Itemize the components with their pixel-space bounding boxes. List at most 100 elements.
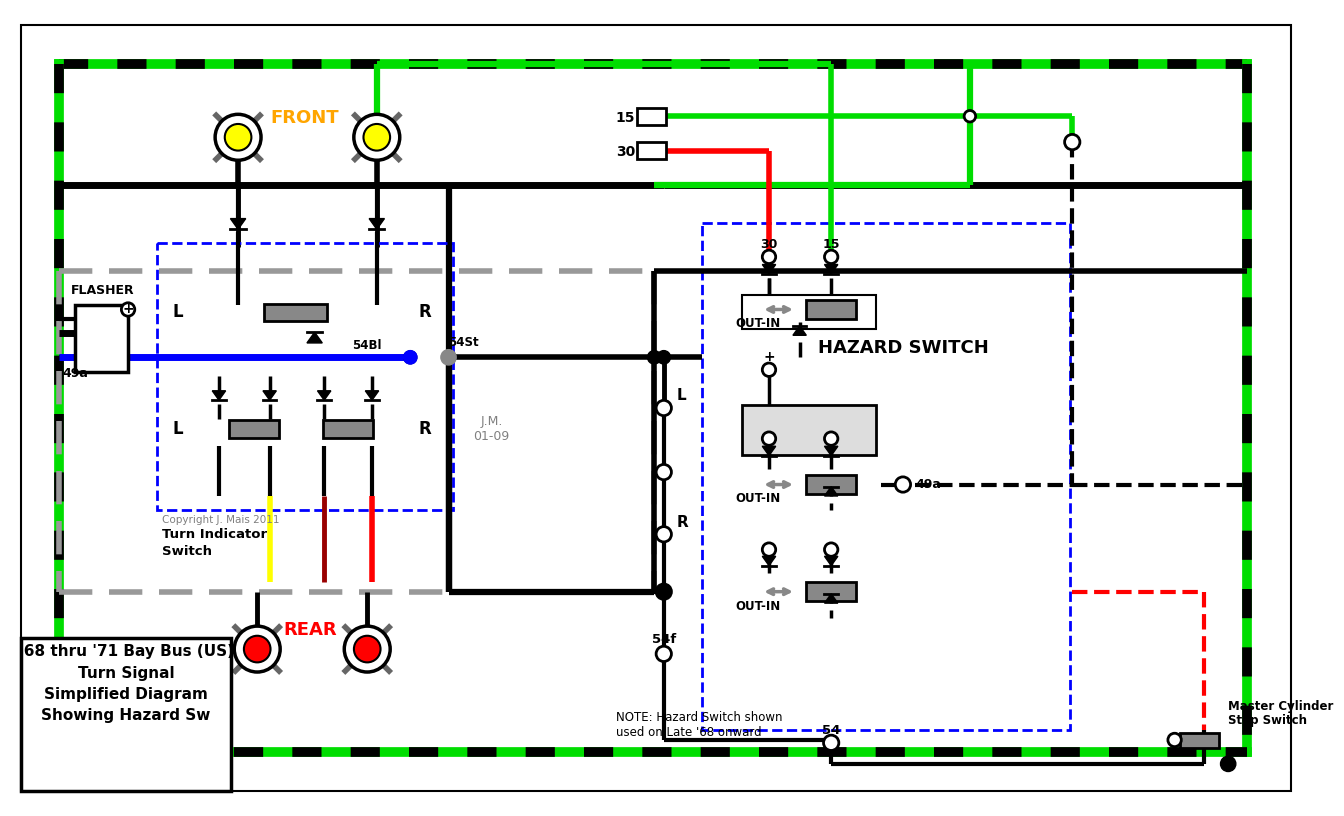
- Text: Turn Signal: Turn Signal: [78, 667, 175, 681]
- Text: OUT-IN: OUT-IN: [735, 600, 780, 613]
- Text: OUT-IN: OUT-IN: [735, 492, 780, 505]
- Polygon shape: [370, 219, 384, 229]
- Circle shape: [353, 114, 399, 160]
- Polygon shape: [263, 391, 277, 400]
- Circle shape: [215, 114, 261, 160]
- Circle shape: [762, 251, 775, 264]
- Polygon shape: [762, 264, 775, 274]
- Circle shape: [121, 303, 134, 316]
- Bar: [230, 420, 280, 437]
- Circle shape: [895, 477, 911, 492]
- Polygon shape: [824, 557, 837, 565]
- Text: 54Bl: 54Bl: [352, 339, 382, 353]
- Text: R: R: [676, 515, 688, 530]
- Circle shape: [762, 543, 775, 557]
- Bar: [806, 300, 856, 319]
- Circle shape: [1168, 734, 1181, 747]
- Bar: [59, 64, 1247, 752]
- Text: L: L: [676, 388, 685, 403]
- Circle shape: [441, 349, 456, 365]
- Polygon shape: [306, 332, 323, 343]
- Circle shape: [1220, 756, 1236, 771]
- Text: OUT-IN: OUT-IN: [735, 317, 780, 330]
- Circle shape: [648, 351, 661, 364]
- Bar: [157, 242, 453, 510]
- Bar: [637, 108, 665, 125]
- Text: R: R: [418, 420, 431, 438]
- Circle shape: [656, 646, 672, 662]
- Text: '68 thru '71 Bay Bus (US): '68 thru '71 Bay Bus (US): [19, 645, 234, 659]
- Text: 15: 15: [616, 111, 636, 125]
- Circle shape: [656, 584, 672, 599]
- Bar: [637, 142, 665, 159]
- Text: 49a: 49a: [63, 367, 89, 380]
- Text: 15: 15: [823, 238, 840, 251]
- Circle shape: [964, 110, 976, 122]
- Text: 54St: 54St: [449, 336, 480, 349]
- Bar: [806, 475, 856, 494]
- Polygon shape: [824, 446, 837, 455]
- Text: Master Cylinder: Master Cylinder: [1228, 700, 1333, 713]
- Text: L: L: [172, 420, 183, 438]
- Polygon shape: [366, 391, 379, 400]
- Circle shape: [344, 626, 390, 672]
- Circle shape: [762, 432, 775, 446]
- Circle shape: [656, 526, 672, 542]
- Bar: [323, 420, 374, 437]
- Text: +: +: [122, 303, 134, 317]
- Text: L: L: [172, 304, 183, 322]
- Circle shape: [824, 432, 837, 446]
- Bar: [742, 405, 876, 455]
- Circle shape: [243, 636, 270, 663]
- Circle shape: [363, 124, 390, 151]
- Bar: [265, 304, 327, 321]
- Circle shape: [657, 351, 671, 364]
- Text: 54: 54: [823, 724, 840, 737]
- Circle shape: [1064, 135, 1079, 149]
- Text: Switch: Switch: [161, 545, 211, 558]
- Polygon shape: [317, 391, 331, 400]
- Bar: [702, 224, 1070, 730]
- Text: J.M.
01-09: J.M. 01-09: [473, 415, 509, 443]
- Bar: [806, 582, 856, 601]
- Circle shape: [824, 543, 837, 557]
- Text: FLASHER: FLASHER: [70, 284, 134, 297]
- Text: FRONT: FRONT: [270, 109, 339, 127]
- Text: REAR: REAR: [284, 621, 336, 639]
- Bar: [75, 304, 128, 371]
- Polygon shape: [762, 446, 775, 455]
- Circle shape: [657, 585, 671, 598]
- Text: HAZARD SWITCH: HAZARD SWITCH: [817, 339, 988, 357]
- Bar: [1180, 734, 1219, 747]
- Text: 30: 30: [761, 238, 778, 251]
- Bar: [742, 295, 876, 329]
- Text: Turn Indicator: Turn Indicator: [161, 528, 266, 541]
- Text: 54f: 54f: [652, 633, 676, 646]
- Text: Simplified Diagram: Simplified Diagram: [44, 687, 208, 703]
- Text: Stop Switch: Stop Switch: [1228, 714, 1308, 727]
- Bar: [22, 637, 231, 791]
- Text: Showing Hazard Sw: Showing Hazard Sw: [42, 708, 211, 723]
- Circle shape: [405, 352, 417, 363]
- Text: R: R: [418, 304, 431, 322]
- Polygon shape: [824, 594, 837, 603]
- Circle shape: [353, 636, 380, 663]
- Text: NOTE: Hazard Switch shown
used on Late '68 onward: NOTE: Hazard Switch shown used on Late '…: [616, 712, 782, 739]
- Circle shape: [656, 401, 672, 415]
- Polygon shape: [824, 486, 837, 496]
- Circle shape: [824, 735, 839, 751]
- Text: 49a: 49a: [915, 478, 941, 491]
- Circle shape: [762, 363, 775, 376]
- Polygon shape: [230, 219, 246, 229]
- Circle shape: [656, 464, 672, 480]
- Polygon shape: [762, 557, 775, 565]
- Circle shape: [403, 351, 417, 364]
- Polygon shape: [824, 264, 837, 274]
- Circle shape: [224, 124, 251, 151]
- Polygon shape: [212, 391, 226, 400]
- Text: 30: 30: [616, 144, 636, 158]
- Circle shape: [234, 626, 280, 672]
- Polygon shape: [793, 326, 806, 335]
- Text: Copyright J. Mais 2011: Copyright J. Mais 2011: [161, 515, 280, 525]
- Text: +: +: [763, 350, 774, 364]
